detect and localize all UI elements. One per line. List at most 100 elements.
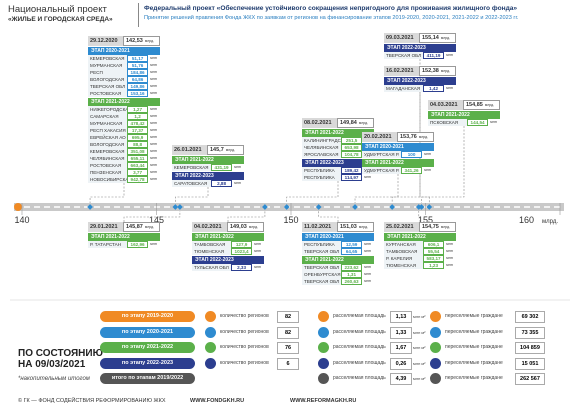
stat-value: 69 302	[515, 311, 545, 323]
card-header: 09.03.2021 155,14 млрд.	[384, 33, 456, 43]
region-value: 12,59	[340, 241, 363, 248]
region-name: УДМУРТСКАЯ Р.	[362, 151, 401, 158]
region-value: 88,8	[126, 141, 149, 148]
stage-header: ЭТАП 2020-2021	[362, 143, 434, 151]
as-of: НА 09/03/2021	[18, 359, 86, 370]
note: *накопительным итогом	[18, 376, 90, 382]
region-value: 606,1	[422, 241, 445, 248]
region-value: 162,96	[126, 241, 149, 248]
stat-label: расселяемая площадь	[333, 359, 386, 366]
card-total: 155,14 млрд.	[419, 33, 456, 43]
region-value: 55,54	[422, 248, 445, 255]
card-header: 25.02.2021 154,75 млрд.	[384, 222, 456, 232]
region-row: РЕСП ХАКАСИЯ 17,37 млн	[88, 127, 160, 134]
stage-header: ЭТАП 2020-2021	[302, 233, 374, 241]
stat-icon	[205, 342, 216, 353]
region-value: 64,65	[340, 248, 363, 255]
stat-label: количество регионов	[220, 328, 269, 335]
region-value: 100	[400, 151, 423, 158]
card-total: 142,53 млрд.	[123, 36, 160, 46]
card-date: 25.02.2021	[384, 222, 419, 232]
region-unit: млн	[150, 114, 157, 118]
region-name: УДМУРТСКАЯ Р.	[362, 167, 401, 174]
timeline-marker	[87, 204, 93, 210]
card-date: 09.03.2021	[384, 33, 419, 43]
region-value: 2,33	[230, 264, 253, 271]
region-name: ТУЛЬСКАЯ ОБЛ	[192, 264, 231, 271]
card-header: 04.03.2021 154,85 млрд.	[428, 100, 500, 110]
region-row: ЕВРЕЙСКАЯ АО 695,9 млн	[88, 134, 160, 141]
region-name: КЕМЕРОВСКАЯ ОБЛ	[88, 148, 127, 155]
card-total-unit: млрд.	[144, 39, 155, 43]
stage-header: ЭТАП 2022-2023	[384, 44, 456, 52]
stat-value: 0,26	[390, 357, 412, 370]
region-unit: млн	[364, 175, 371, 179]
site: WWW.FONDGKH.RU	[190, 398, 245, 404]
region-unit: млн	[234, 165, 241, 169]
card-header: 29.01.2021 145,87 млрд.	[88, 222, 160, 232]
card: 09.03.2021 155,14 млрд. ЭТАП 2022-2023 ТВЕРС…	[384, 33, 456, 59]
region-value: 663,44	[126, 162, 149, 169]
card-date: 26.01.2021	[172, 145, 207, 155]
region-row: УДМУРТСКАЯ Р. 341,26 млн	[362, 167, 434, 174]
region-unit: млн	[150, 177, 157, 181]
region-unit: млн	[150, 63, 157, 67]
region-name: МУРМАНСКАЯ ОБЛ	[88, 120, 127, 127]
region-name: МУРМАНСКАЯ ОБЛ	[88, 62, 127, 69]
region-name: КАЛИНИНГРАДСКАЯ ОБЛ	[302, 137, 341, 144]
region-name: ЯРОСЛАВСКАЯ ОБЛ	[302, 151, 341, 158]
region-name: РЕСП ХАКАСИЯ	[88, 127, 127, 134]
card-total-unit: млрд.	[225, 148, 236, 152]
region-unit: млн	[150, 70, 157, 74]
region-unit: млн	[446, 263, 453, 267]
card-total: 149,84 млрд.	[337, 118, 374, 128]
stat-icon	[318, 311, 329, 322]
stat-value: 73 355	[515, 326, 545, 339]
region-unit: млн	[364, 272, 371, 276]
timeline-marker	[315, 204, 322, 210]
region-unit: млн	[446, 86, 453, 90]
stage-header: ЭТАП 2021-2022	[172, 156, 244, 164]
region-value: 695,9	[126, 134, 149, 141]
region-unit: млн	[150, 170, 157, 174]
card-header: 26.01.2021 145,7 млрд.	[172, 145, 244, 155]
tick-label: 160	[519, 215, 534, 225]
region-value: 153,16	[126, 90, 149, 97]
region-value: 64,86	[126, 76, 149, 83]
region-name: ОРЕНБУРГСКАЯ ОБЛ	[302, 271, 341, 278]
stat-label: расселяемая площадь	[333, 328, 386, 335]
stat-unit: млн м²	[413, 329, 426, 335]
card-total: 153,76 млрд.	[397, 132, 434, 142]
region-unit: млн	[150, 149, 157, 153]
stat-value: 6	[277, 357, 299, 370]
region-row: Р. КАРЕЛИЯ 583,17 млн	[384, 255, 456, 262]
stage-header: ЭТАП 2021-2022	[88, 98, 160, 106]
region-name: РЕСПУБЛИКА КАЛМЫКИЯ	[302, 174, 341, 181]
stat-label: расселяемая площадь	[333, 313, 386, 319]
region-unit: млн	[150, 107, 157, 111]
card-total-unit: млрд.	[144, 225, 155, 229]
region-value: 1023,4	[230, 248, 253, 255]
connector	[89, 183, 125, 203]
region-name: КЕМЕРОВСКАЯ ОБЛ	[172, 164, 211, 171]
region-row: ТВЕРСКАЯ ОБЛ 64,65 млн	[302, 248, 374, 255]
region-unit: млн	[424, 152, 431, 156]
region-name: Р. КАРЕЛИЯ	[384, 255, 423, 262]
stat-icon	[430, 311, 441, 322]
region-row: ТУЛЬСКАЯ ОБЛ 2,33 млн	[192, 264, 264, 271]
region-value: 260,63	[340, 278, 363, 285]
card-date: 20.02.2021	[362, 132, 397, 142]
region-row: УДМУРТСКАЯ Р. 100 млн	[362, 151, 434, 158]
stat-icon	[205, 357, 216, 369]
card-header: 04.02.2021 149,03 млрд.	[192, 222, 264, 232]
stage-pill: по этапу 2020-2021	[100, 326, 195, 338]
region-unit: млн	[446, 256, 453, 260]
